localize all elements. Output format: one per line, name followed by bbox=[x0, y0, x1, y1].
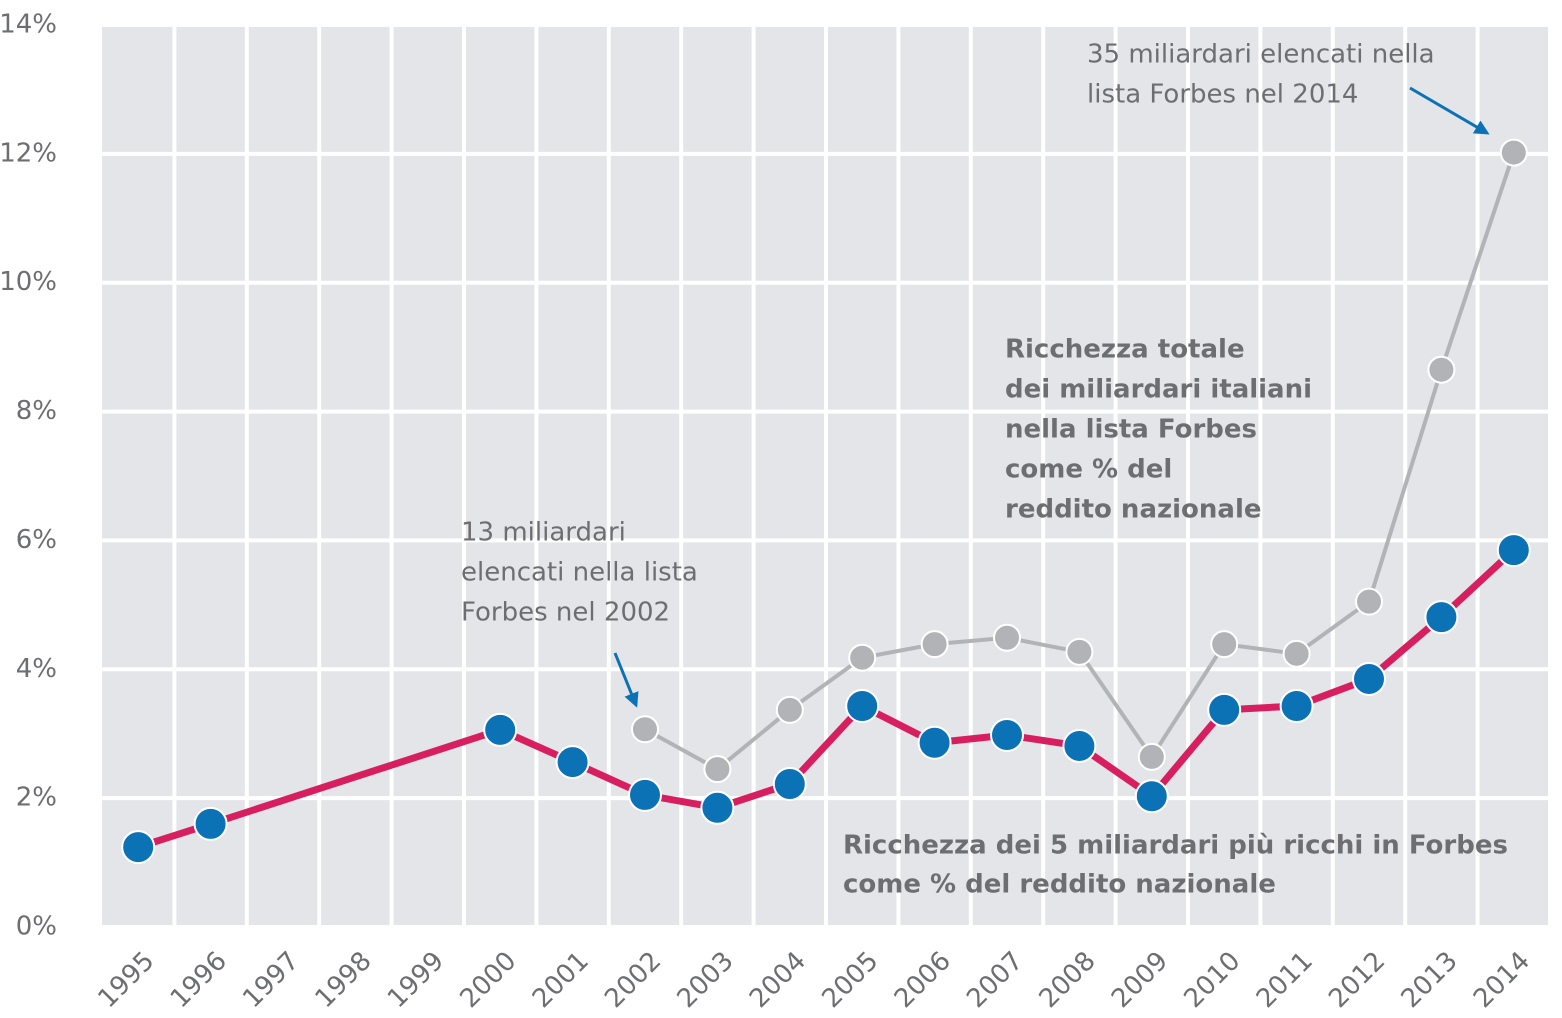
x-tick-label: 2010 bbox=[1178, 946, 1246, 1014]
y-tick-label: 2% bbox=[16, 783, 57, 813]
x-tick-label: 2014 bbox=[1468, 946, 1536, 1014]
x-tick-label: 2003 bbox=[672, 946, 740, 1014]
data-point bbox=[917, 725, 952, 760]
x-tick-label: 1996 bbox=[165, 946, 233, 1014]
x-tick-label: 2002 bbox=[599, 946, 667, 1014]
data-point bbox=[772, 766, 807, 801]
data-point bbox=[1499, 138, 1528, 167]
annotation: 35 miliardari elencati nella bbox=[1087, 40, 1435, 70]
data-point bbox=[631, 715, 659, 744]
x-tick-label: 2009 bbox=[1106, 946, 1174, 1014]
x-tick-label: 2001 bbox=[527, 946, 595, 1014]
data-point bbox=[1137, 742, 1166, 771]
y-tick-label: 14% bbox=[0, 10, 57, 40]
data-point bbox=[1134, 779, 1169, 814]
data-point bbox=[1352, 661, 1386, 696]
data-point bbox=[1065, 637, 1094, 666]
x-tick-label: 1997 bbox=[237, 946, 305, 1014]
x-tick-label: 1995 bbox=[92, 946, 160, 1014]
x-tick-label: 2013 bbox=[1396, 946, 1464, 1014]
annotation: reddito nazionale bbox=[1005, 495, 1262, 525]
y-tick-label: 6% bbox=[16, 525, 57, 555]
data-point bbox=[1424, 600, 1459, 635]
annotation: Ricchezza totale bbox=[1005, 335, 1245, 365]
y-tick-label: 10% bbox=[0, 267, 57, 297]
arrow bbox=[1409, 86, 1490, 135]
arrow bbox=[613, 652, 639, 708]
data-point bbox=[993, 623, 1021, 652]
data-point bbox=[555, 745, 590, 780]
data-point bbox=[920, 630, 949, 659]
data-point bbox=[1496, 533, 1531, 568]
annotation: Forbes nel 2002 bbox=[461, 598, 670, 628]
data-point bbox=[1062, 728, 1097, 763]
x-tick-label: 2011 bbox=[1251, 946, 1319, 1014]
y-tick-label: 8% bbox=[16, 396, 57, 426]
data-point bbox=[775, 695, 804, 724]
data-point bbox=[990, 718, 1024, 753]
x-tick-label: 1998 bbox=[310, 946, 378, 1014]
data-point bbox=[1279, 689, 1314, 724]
y-tick-label: 12% bbox=[0, 138, 57, 168]
data-point bbox=[703, 755, 732, 784]
data-point bbox=[700, 790, 735, 825]
data-point bbox=[628, 777, 662, 812]
x-tick-label: 2012 bbox=[1323, 946, 1391, 1014]
data-point bbox=[193, 806, 228, 841]
annotation: nella lista Forbes bbox=[1005, 415, 1257, 445]
x-tick-label: 2000 bbox=[454, 946, 522, 1014]
annotation: lista Forbes nel 2014 bbox=[1087, 80, 1358, 110]
x-tick-label: 2005 bbox=[816, 946, 884, 1014]
data-point bbox=[848, 643, 877, 672]
data-point bbox=[1282, 639, 1311, 668]
annotation: come % del bbox=[1005, 455, 1172, 485]
annotation: 13 miliardari bbox=[461, 518, 626, 548]
data-point bbox=[121, 830, 156, 865]
x-tick-label: 2004 bbox=[744, 946, 812, 1014]
x-tick-label: 2006 bbox=[889, 946, 957, 1014]
annotation: elencati nella lista bbox=[461, 558, 698, 588]
data-point bbox=[845, 689, 880, 724]
annotation: dei miliardari italiani bbox=[1005, 375, 1312, 405]
annotation: Ricchezza dei 5 miliardari più ricchi in… bbox=[843, 831, 1508, 861]
annotation: come % del reddito nazionale bbox=[843, 870, 1276, 900]
y-tick-label: 4% bbox=[16, 654, 57, 684]
x-tick-label: 1999 bbox=[382, 946, 450, 1014]
data-point bbox=[1427, 355, 1456, 384]
data-point bbox=[483, 712, 518, 747]
data-point bbox=[1207, 692, 1242, 727]
y-tick-label: 0% bbox=[16, 912, 57, 942]
grid bbox=[102, 23, 1552, 929]
data-point bbox=[1210, 630, 1239, 659]
data-point bbox=[1355, 587, 1383, 616]
x-tick-label: 2007 bbox=[961, 946, 1029, 1014]
x-tick-label: 2008 bbox=[1034, 946, 1102, 1014]
